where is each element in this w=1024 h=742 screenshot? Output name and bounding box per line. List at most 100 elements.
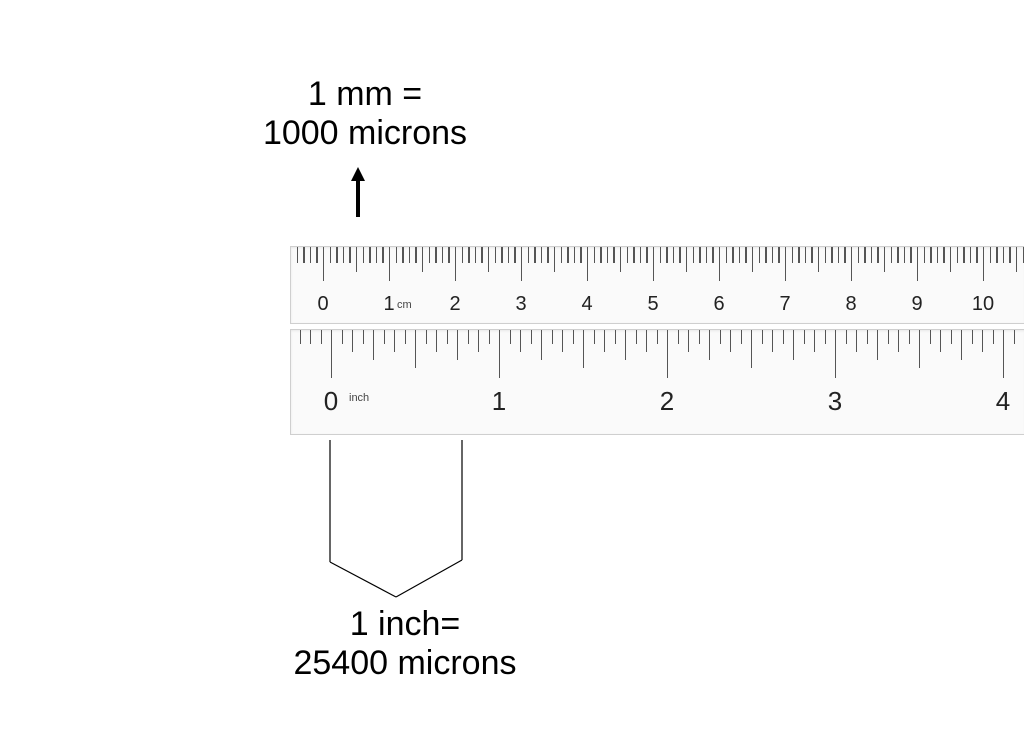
tick xyxy=(917,247,918,281)
tick xyxy=(462,247,463,263)
tick xyxy=(541,247,542,263)
tick xyxy=(811,247,812,263)
tick xyxy=(455,247,456,281)
ruler-cm-label: 0 xyxy=(317,293,328,316)
ruler-cm-label: 5 xyxy=(647,293,658,316)
tick xyxy=(363,247,364,263)
tick xyxy=(336,247,337,263)
tick xyxy=(389,247,390,281)
tick xyxy=(508,247,509,263)
ruler-cm-label: 2 xyxy=(449,293,460,316)
tick xyxy=(851,247,852,281)
tick xyxy=(489,330,490,344)
tick xyxy=(884,247,885,272)
tick xyxy=(604,330,605,352)
tick xyxy=(804,330,805,344)
ruler-cm-label: 7 xyxy=(779,293,790,316)
tick xyxy=(910,247,911,263)
tick xyxy=(369,247,370,263)
tick xyxy=(772,330,773,352)
tick xyxy=(373,330,374,360)
tick xyxy=(730,330,731,352)
tick xyxy=(798,247,799,263)
tick xyxy=(972,330,973,344)
tick xyxy=(924,247,925,263)
ruler-inch-label: 3 xyxy=(828,386,842,417)
tick xyxy=(846,330,847,344)
tick xyxy=(409,247,410,263)
tick xyxy=(990,247,991,263)
tick xyxy=(909,330,910,344)
tick xyxy=(904,247,905,263)
tick xyxy=(951,330,952,344)
inch-annotation: 1 inch= 25400 microns xyxy=(275,605,535,683)
tick xyxy=(983,247,984,281)
tick xyxy=(567,247,568,263)
tick xyxy=(993,330,994,344)
tick xyxy=(732,247,733,263)
ruler-cm-label: 6 xyxy=(713,293,724,316)
ruler-inch-label: 0 xyxy=(324,386,338,417)
tick xyxy=(300,330,301,344)
tick xyxy=(352,330,353,352)
tick xyxy=(457,330,458,360)
tick xyxy=(940,330,941,352)
tick xyxy=(310,330,311,344)
tick xyxy=(982,330,983,352)
mm-annotation-line2: 1000 microns xyxy=(255,114,475,153)
ruler-cm-label: 10 xyxy=(972,293,994,316)
tick xyxy=(343,247,344,263)
tick xyxy=(653,247,654,281)
tick xyxy=(996,247,997,263)
ruler-cm-label: 8 xyxy=(845,293,856,316)
ruler-cm-ticks: 012345678910cm xyxy=(291,247,1024,323)
tick xyxy=(554,247,555,272)
tick xyxy=(726,247,727,263)
tick xyxy=(442,247,443,263)
tick xyxy=(805,247,806,263)
tick xyxy=(429,247,430,263)
tick xyxy=(844,247,845,263)
tick xyxy=(435,247,436,263)
tick xyxy=(751,330,752,368)
tick xyxy=(415,330,416,368)
tick xyxy=(646,330,647,352)
tick xyxy=(478,330,479,352)
tick xyxy=(405,330,406,344)
tick xyxy=(636,330,637,344)
tick xyxy=(297,247,298,263)
tick xyxy=(814,330,815,352)
tick xyxy=(613,247,614,263)
ruler-inch: 01234inch xyxy=(290,329,1024,435)
tick xyxy=(583,330,584,368)
tick xyxy=(396,247,397,263)
tick xyxy=(402,247,403,263)
tick xyxy=(574,247,575,263)
tick xyxy=(818,247,819,272)
tick xyxy=(415,247,416,263)
tick xyxy=(678,330,679,344)
tick xyxy=(891,247,892,263)
tick xyxy=(752,247,753,272)
tick xyxy=(363,330,364,344)
tick xyxy=(580,247,581,263)
tick xyxy=(349,247,350,263)
tick xyxy=(720,330,721,344)
ruler-inch-unit: inch xyxy=(349,392,369,404)
tick xyxy=(937,247,938,263)
diagram-stage: { "background_color": "#ffffff", "canvas… xyxy=(0,0,1024,742)
tick xyxy=(699,330,700,344)
tick xyxy=(745,247,746,263)
ruler-cm-label: 9 xyxy=(911,293,922,316)
ruler-inch-label: 4 xyxy=(996,386,1010,417)
tick xyxy=(831,247,832,263)
tick xyxy=(762,330,763,344)
mm-arrow xyxy=(351,167,365,217)
tick xyxy=(963,247,964,263)
tick xyxy=(858,247,859,263)
tick xyxy=(481,247,482,263)
tick xyxy=(686,247,687,272)
tick xyxy=(382,247,383,263)
tick xyxy=(666,247,667,263)
tick xyxy=(1014,330,1015,344)
